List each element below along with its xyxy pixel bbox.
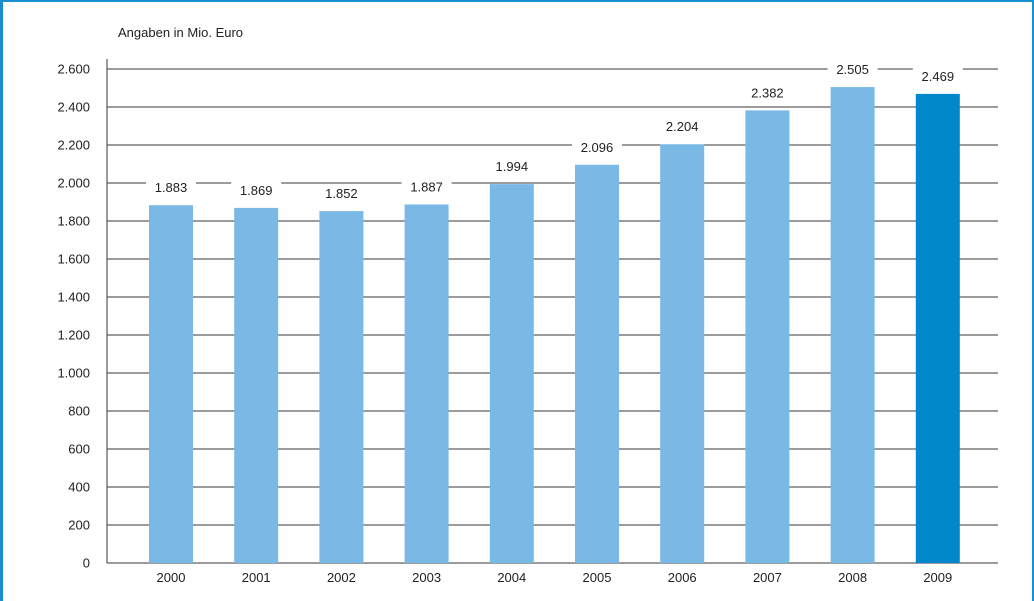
unit-label: Angaben in Mio. Euro <box>118 25 243 40</box>
bar <box>575 164 619 563</box>
bar <box>745 110 790 564</box>
data-label: 1.852 <box>325 186 358 201</box>
data-label: 1.994 <box>496 159 529 174</box>
y-tick-label: 1.800 <box>57 214 90 229</box>
x-tick-label: 2003 <box>412 570 441 585</box>
bar <box>234 207 279 563</box>
bar <box>319 211 364 563</box>
data-label-background <box>742 84 793 101</box>
data-label-background <box>231 181 282 198</box>
y-tick-label: 1.600 <box>57 252 90 267</box>
x-tick-label: 2000 <box>157 570 186 585</box>
bar <box>489 184 534 563</box>
y-tick-label: 2.400 <box>57 100 90 115</box>
data-label-background <box>912 67 963 84</box>
data-label-background <box>657 118 708 135</box>
y-tick-label: 2.000 <box>57 176 90 191</box>
x-tick-label: 2001 <box>242 570 271 585</box>
x-tick-label: 2008 <box>838 570 867 585</box>
data-label: 2.469 <box>922 69 955 84</box>
y-tick-label: 600 <box>68 442 90 457</box>
data-label-background <box>827 61 878 78</box>
data-label: 1.869 <box>240 183 273 198</box>
bar <box>149 205 193 564</box>
data-label: 2.096 <box>581 140 614 155</box>
data-label-background <box>486 158 537 175</box>
bar <box>830 87 875 564</box>
bar <box>915 93 960 563</box>
data-label-background <box>572 138 622 155</box>
y-tick-label: 2.200 <box>57 138 90 153</box>
x-tick-label: 2004 <box>497 570 526 585</box>
bar <box>660 144 705 564</box>
data-label: 2.505 <box>836 62 869 77</box>
x-axis-ticks: 2000 2001 2002 2003 2004 2005 2006 2007 2008 2009 <box>157 570 953 585</box>
x-tick-label: 2009 <box>923 570 952 585</box>
data-label: 1.887 <box>410 179 443 194</box>
data-label: 1.883 <box>155 180 188 195</box>
y-tick-label: 400 <box>68 480 90 495</box>
bars <box>149 87 960 564</box>
y-tick-label: 2.600 <box>57 62 90 77</box>
x-tick-label: 2002 <box>327 570 356 585</box>
bar <box>404 204 449 563</box>
x-tick-label: 2007 <box>753 570 782 585</box>
y-tick-label: 0 <box>83 556 90 571</box>
data-label-background <box>146 179 196 196</box>
data-label-background <box>316 185 367 202</box>
y-tick-label: 1.000 <box>57 366 90 381</box>
data-label: 2.382 <box>751 85 784 100</box>
y-tick-label: 1.200 <box>57 328 90 343</box>
x-tick-label: 2005 <box>583 570 612 585</box>
y-tick-label: 200 <box>68 518 90 533</box>
y-axis-ticks: 0 200 400 600 800 1.000 1.200 1.400 1.600 1.800 2.… <box>57 62 90 571</box>
x-tick-label: 2006 <box>668 570 697 585</box>
y-tick-label: 1.400 <box>57 290 90 305</box>
data-label-background <box>401 178 452 195</box>
data-label: 2.204 <box>666 119 699 134</box>
data-labels: 1.883 1.869 1.852 1.887 1.994 2.096 2.204 2.382… <box>146 61 963 202</box>
y-tick-label: 800 <box>68 404 90 419</box>
